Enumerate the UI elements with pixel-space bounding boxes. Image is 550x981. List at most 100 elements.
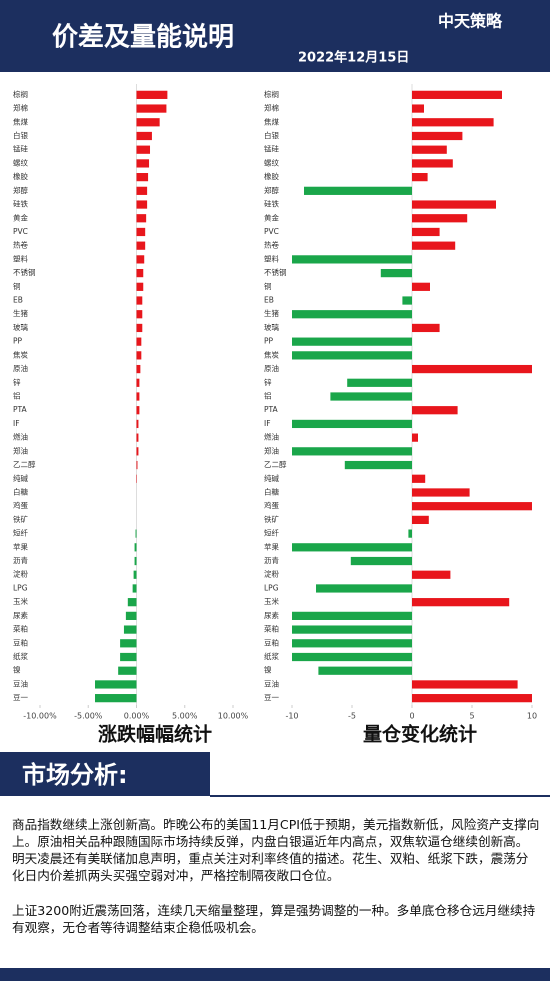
category-label: 焦煤 bbox=[264, 116, 279, 126]
bar bbox=[412, 433, 418, 442]
bar bbox=[412, 515, 429, 525]
x-tick-label: 10.00% bbox=[218, 712, 249, 721]
category-label: 苹果 bbox=[264, 541, 279, 551]
bar bbox=[412, 214, 468, 223]
bar bbox=[125, 611, 137, 620]
category-label: PP bbox=[264, 337, 274, 346]
x-tick-label: 5.00% bbox=[172, 712, 198, 721]
bar bbox=[412, 680, 518, 689]
bar bbox=[136, 268, 144, 278]
bar bbox=[136, 337, 142, 346]
category-label: 玻璃 bbox=[13, 322, 28, 332]
category-label: 原油 bbox=[264, 363, 279, 373]
category-label: 淀粉 bbox=[13, 569, 28, 579]
category-label: 尿素 bbox=[264, 610, 279, 620]
bar bbox=[134, 556, 137, 566]
bar bbox=[136, 173, 149, 182]
category-label: 橡胶 bbox=[264, 171, 279, 181]
category-label: 焦煤 bbox=[13, 116, 28, 126]
date: 2022年12月15日 bbox=[298, 50, 409, 66]
bar bbox=[136, 447, 139, 456]
bar bbox=[292, 310, 412, 319]
category-label: 棕榈 bbox=[264, 89, 279, 99]
bar bbox=[350, 556, 412, 566]
category-label: 玻璃 bbox=[264, 322, 279, 332]
category-label: 玉米 bbox=[13, 596, 28, 606]
category-label: 郑油 bbox=[13, 445, 28, 455]
paragraph: 上证3200附近震荡回落，连续几天缩量整理，算是强势调整的一种。多单底仓移仓远月… bbox=[12, 903, 536, 935]
bar bbox=[136, 406, 140, 415]
x-tick-label: 10 bbox=[527, 712, 537, 721]
category-label: PVC bbox=[13, 227, 28, 236]
category-label: 白糖 bbox=[264, 486, 279, 496]
category-label: 乙二醇 bbox=[264, 459, 287, 469]
category-label: LPG bbox=[264, 583, 279, 592]
category-label: IF bbox=[13, 419, 20, 428]
category-label: 白银 bbox=[13, 130, 28, 140]
logo: 中天策略 bbox=[438, 12, 503, 31]
bar bbox=[135, 529, 137, 538]
bar bbox=[292, 447, 412, 456]
category-label: 鸡蛋 bbox=[13, 500, 28, 510]
chart-caption: 量仓变化统计 bbox=[363, 723, 477, 746]
category-label: 锌 bbox=[264, 377, 272, 387]
bar bbox=[318, 666, 412, 675]
category-label: PVC bbox=[264, 227, 279, 236]
bar bbox=[136, 104, 167, 113]
x-tick-label: -10.00% bbox=[23, 712, 57, 721]
category-label: 鸡蛋 bbox=[264, 500, 279, 510]
bar bbox=[136, 118, 160, 127]
bar bbox=[344, 460, 412, 470]
bar bbox=[292, 255, 412, 264]
category-label: IF bbox=[264, 419, 271, 428]
category-label: 纸浆 bbox=[264, 651, 279, 661]
bar bbox=[136, 296, 143, 305]
bar bbox=[412, 570, 451, 579]
bar bbox=[136, 241, 146, 250]
bar bbox=[134, 543, 137, 552]
category-label: 郑醇 bbox=[13, 185, 28, 195]
category-label: 不锈钢 bbox=[13, 267, 36, 277]
bar bbox=[127, 598, 137, 607]
bar bbox=[136, 460, 138, 470]
bar bbox=[136, 282, 144, 291]
category-label: 硅铁 bbox=[264, 199, 279, 209]
bar bbox=[120, 652, 137, 662]
category-label: 焦炭 bbox=[13, 349, 28, 359]
category-label: 热卷 bbox=[13, 240, 28, 250]
bar bbox=[136, 90, 168, 99]
category-label: 黄金 bbox=[264, 212, 279, 222]
category-label: 原油 bbox=[13, 363, 28, 373]
category-label: 铁矿 bbox=[13, 514, 28, 524]
bar bbox=[292, 337, 412, 346]
bar bbox=[120, 639, 137, 648]
bar bbox=[412, 474, 426, 483]
bar bbox=[412, 694, 532, 703]
bar bbox=[133, 570, 137, 579]
category-label: 白糖 bbox=[13, 486, 28, 496]
bar bbox=[412, 159, 453, 168]
category-label: 燃油 bbox=[264, 432, 279, 442]
bar bbox=[136, 433, 139, 442]
category-label: 螺纹 bbox=[264, 157, 279, 167]
category-label: 橡胶 bbox=[13, 171, 28, 181]
bar bbox=[136, 310, 143, 319]
category-label: 棕榈 bbox=[13, 89, 28, 99]
bar bbox=[412, 227, 440, 237]
category-label: 郑棉 bbox=[13, 103, 28, 113]
paragraph: 商品指数继续上涨创新高。昨晚公布的美国11月CPI低于预期，美元指数新低，风险资… bbox=[12, 817, 540, 883]
category-label: 生猪 bbox=[13, 308, 28, 318]
category-label: PTA bbox=[264, 405, 279, 414]
bar bbox=[380, 268, 412, 278]
bar bbox=[292, 625, 412, 634]
bar bbox=[136, 323, 143, 333]
bar bbox=[408, 529, 412, 538]
category-label: 燃油 bbox=[13, 432, 28, 442]
category-label: 短纤 bbox=[13, 528, 28, 538]
category-label: 锰硅 bbox=[264, 144, 279, 154]
bar bbox=[412, 488, 470, 497]
bar bbox=[412, 323, 440, 333]
category-label: 短纤 bbox=[264, 528, 279, 538]
category-label: 豆粕 bbox=[264, 637, 279, 647]
